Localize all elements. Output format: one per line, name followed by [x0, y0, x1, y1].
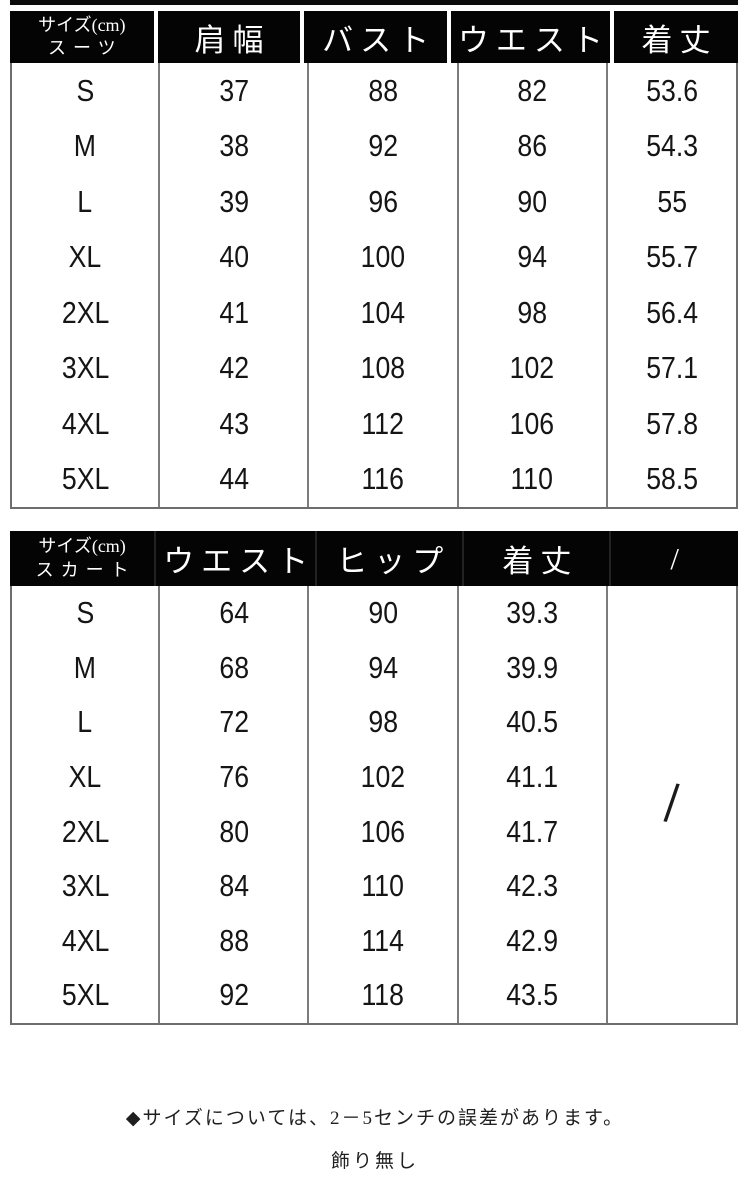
measurement-cell: 55.7	[605, 229, 736, 285]
measurement-cell: 42.9	[456, 913, 606, 969]
skirt-column-header: ヒップ	[315, 531, 463, 586]
measurement-cell: 106	[307, 804, 456, 859]
measurement-cell: 54.3	[605, 118, 736, 174]
measurement-cell: 102	[456, 340, 606, 396]
measurement-cell: 88	[158, 913, 307, 969]
measurement-cell: 112	[307, 396, 456, 452]
measurement-cell: 43	[158, 396, 307, 452]
size-label-cell: L	[77, 183, 93, 219]
suit-size-table: サイズ(cm) スーツ 肩幅 バスト ウエスト 着丈 S 37 88 82 53.6 M 3…	[10, 0, 738, 509]
measurement-cell: 39.3	[456, 586, 606, 641]
merged-slash-cell: /	[605, 586, 736, 1023]
skirt-corner-cell: サイズ(cm) スカート	[10, 531, 155, 586]
measurement-cell: 94	[456, 229, 606, 285]
measurement-cell: 98	[307, 695, 456, 750]
measurement-cell: 55	[605, 174, 736, 230]
skirt-size-table: サイズ(cm) スカート ウエスト ヒップ 着丈 / S 64 90 39.3 M 68 9…	[10, 531, 738, 1025]
measurement-cell: 82	[456, 63, 606, 119]
measurement-cell: 42	[158, 340, 307, 396]
suit-table-header: サイズ(cm) スーツ 肩幅 バスト ウエスト 着丈	[10, 11, 738, 63]
size-label-cell: 3XL	[61, 868, 109, 904]
measurement-cell: 41.7	[456, 804, 606, 859]
measurement-cell: 40.5	[456, 695, 606, 750]
measurement-cell: 72	[158, 695, 307, 750]
measurement-cell: 80	[158, 804, 307, 859]
skirt-table-body: S 64 90 39.3 M 68 94 39.9 L 72 98 40.5 XL 76 102 41.1 2X…	[10, 586, 738, 1025]
size-label-cell: S	[76, 72, 94, 108]
measurement-cell: 57.8	[605, 396, 736, 452]
measurement-cell: 118	[307, 968, 456, 1023]
measurement-cell: 53.6	[605, 63, 736, 119]
size-label-cell: 2XL	[61, 294, 109, 330]
measurement-cell: 90	[307, 586, 456, 641]
corner-garment-label: スーツ	[48, 38, 123, 58]
measurement-cell: 64	[158, 586, 307, 641]
size-label-cell: 3XL	[61, 350, 109, 386]
suit-column-header: バスト	[300, 11, 447, 63]
corner-unit-label: サイズ(cm)	[38, 536, 126, 557]
size-label-cell: 4XL	[61, 405, 109, 441]
measurement-cell: 39.9	[456, 640, 606, 696]
size-label-cell: S	[76, 595, 94, 631]
measurement-cell: 76	[158, 749, 307, 805]
skirt-table-header: サイズ(cm) スカート ウエスト ヒップ 着丈 /	[10, 531, 738, 586]
measurement-cell: 92	[158, 968, 307, 1023]
skirt-column-header: ウエスト	[154, 531, 316, 586]
size-label-cell: 4XL	[61, 922, 109, 958]
measurement-cell: 100	[307, 229, 456, 285]
measurement-cell: 41.1	[456, 749, 606, 805]
measurement-cell: 57.1	[605, 340, 736, 396]
measurement-cell: 94	[307, 640, 456, 696]
size-label-cell: 5XL	[61, 461, 109, 497]
size-label-cell: XL	[68, 239, 102, 275]
measurement-cell: 43.5	[456, 968, 606, 1023]
skirt-column-header: /	[609, 531, 738, 586]
measurement-cell: 88	[307, 63, 456, 119]
measurement-cell: 41	[158, 285, 307, 341]
measurement-cell: 106	[456, 396, 606, 452]
suit-column-header: 肩幅	[153, 11, 301, 63]
measurement-cell: 102	[307, 749, 456, 805]
size-tolerance-note: ◆サイズについては、2－5センチの誤差があります。	[125, 1107, 625, 1129]
measurement-cell: 86	[456, 118, 606, 174]
measurement-cell: 39	[158, 174, 307, 230]
size-label-cell: 2XL	[61, 813, 109, 849]
measurement-cell: 42.3	[456, 858, 606, 914]
measurement-cell: 108	[307, 340, 456, 396]
measurement-cell: 58.5	[605, 451, 736, 507]
measurement-cell: 84	[158, 858, 307, 914]
measurement-cell: 56.4	[605, 285, 736, 341]
measurement-cell: 98	[456, 285, 606, 341]
corner-garment-label: スカート	[35, 559, 136, 580]
measurement-cell: 110	[307, 858, 456, 914]
skirt-column-header: 着丈	[462, 531, 610, 586]
measurement-cell: 90	[456, 174, 606, 230]
measurement-cell: 40	[158, 229, 307, 285]
corner-unit-label: サイズ(cm)	[38, 14, 126, 35]
suit-column-header: 着丈	[609, 11, 738, 63]
measurement-cell: 68	[158, 640, 307, 696]
measurement-cell: 38	[158, 118, 307, 174]
table-top-rule	[10, 0, 738, 5]
measurement-cell: 116	[307, 451, 456, 507]
size-label-cell: XL	[68, 759, 102, 795]
measurement-cell: 44	[158, 451, 307, 507]
measurement-cell: 37	[158, 63, 307, 119]
measurement-cell: 114	[307, 913, 456, 969]
suit-table-body: S 37 88 82 53.6 M 38 92 86 54.3 L 39 96 90 55 XL 40 100 94…	[10, 63, 738, 509]
size-label-cell: M	[73, 649, 97, 685]
measurement-cell: 110	[456, 451, 606, 507]
size-label-cell: M	[73, 128, 97, 164]
measurement-cell: 104	[307, 285, 456, 341]
no-decoration-caption: 飾り無し	[330, 1150, 419, 1172]
suit-corner-cell: サイズ(cm) スーツ	[10, 11, 154, 63]
measurement-cell: 96	[307, 174, 456, 230]
suit-column-header: ウエスト	[446, 11, 610, 63]
size-label-cell: L	[77, 704, 93, 740]
measurement-cell: 92	[307, 118, 456, 174]
size-label-cell: 5XL	[61, 977, 109, 1013]
